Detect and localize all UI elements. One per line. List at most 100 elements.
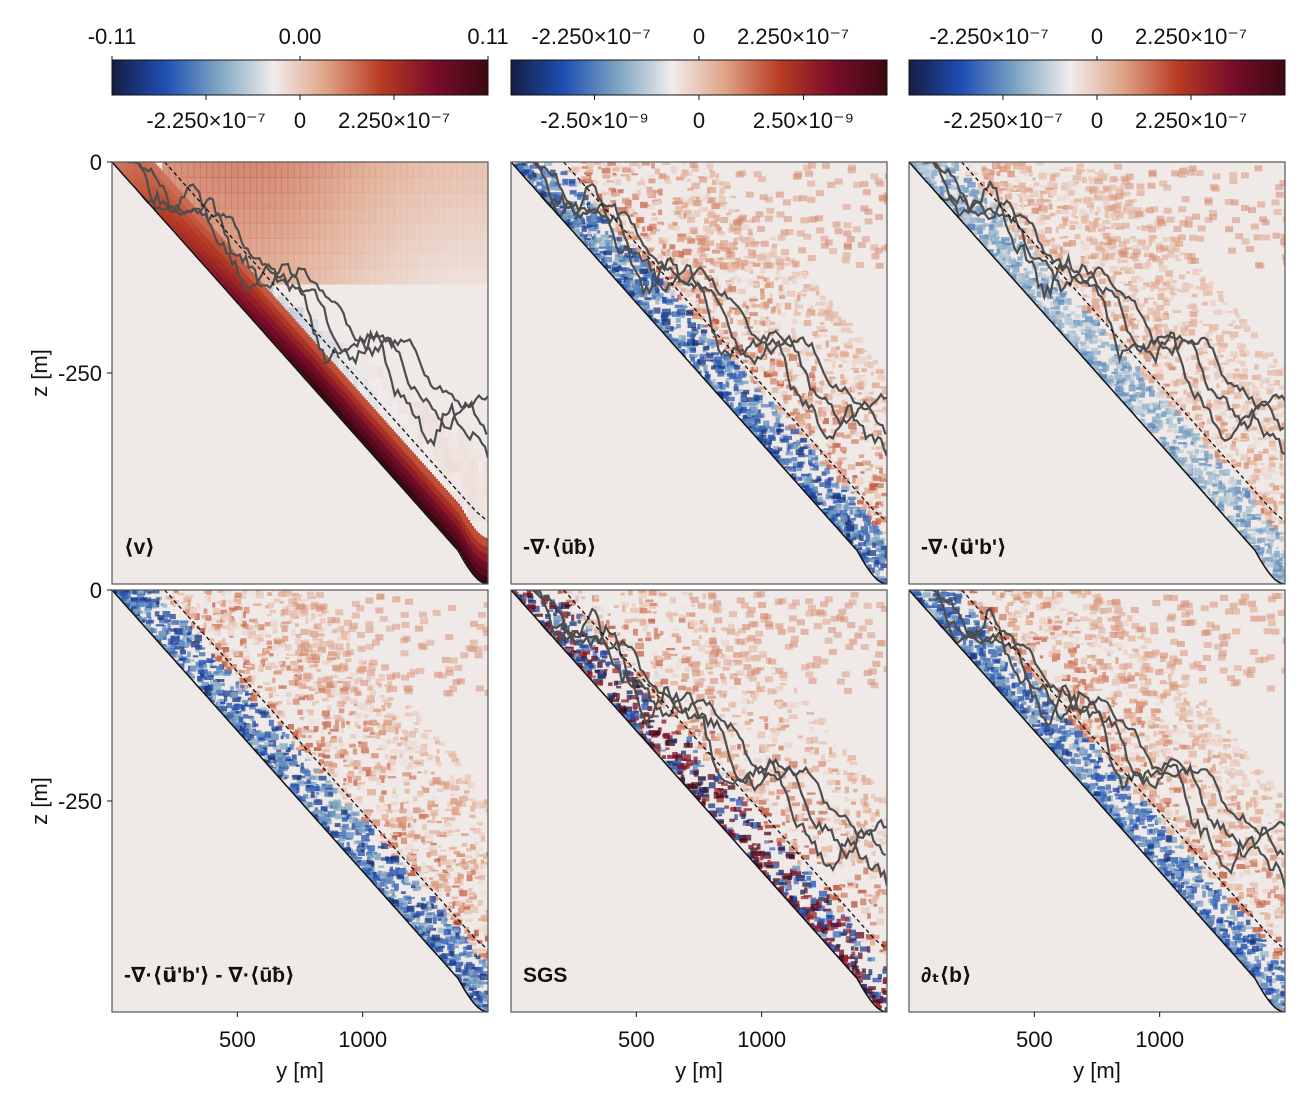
field-cell xyxy=(281,162,289,179)
field-cell xyxy=(1217,350,1221,354)
field-cell xyxy=(759,194,768,201)
field-cell xyxy=(769,394,779,399)
field-cell xyxy=(334,396,338,406)
field-cell xyxy=(617,241,622,246)
field-cell xyxy=(865,534,871,541)
field-cell xyxy=(212,259,216,268)
field-cell xyxy=(162,210,166,220)
field-cell xyxy=(306,357,310,367)
field-cell xyxy=(780,461,784,467)
field-cell xyxy=(692,191,701,196)
field-cell xyxy=(262,222,270,239)
field-cell xyxy=(757,176,766,183)
field-cell xyxy=(304,362,308,372)
field-cell xyxy=(578,179,587,184)
field-cell xyxy=(800,371,805,377)
field-cell xyxy=(871,446,875,450)
field-cell xyxy=(1129,385,1136,392)
field-cell xyxy=(833,322,843,327)
field-cell xyxy=(287,177,295,194)
field-cell xyxy=(338,378,342,387)
field-cell xyxy=(392,413,399,427)
field-cell xyxy=(425,177,433,194)
field-cell xyxy=(188,209,192,219)
field-cell xyxy=(476,555,481,565)
field-cell xyxy=(450,534,454,544)
field-cell xyxy=(264,295,268,304)
field-cell xyxy=(324,377,328,387)
field-cell xyxy=(352,416,356,426)
field-cell xyxy=(729,195,737,199)
field-cell xyxy=(775,191,784,198)
field-cell xyxy=(402,450,406,460)
field-cell xyxy=(176,211,180,220)
field-cell xyxy=(456,534,461,543)
field-cell xyxy=(672,284,677,288)
field-cell xyxy=(1229,522,1239,528)
field-cell xyxy=(792,195,801,202)
field-cell xyxy=(1203,443,1209,449)
field-cell xyxy=(356,222,364,239)
field-cell xyxy=(402,480,406,490)
field-cell xyxy=(356,413,360,423)
field-cell xyxy=(287,192,295,209)
field-cell xyxy=(1135,407,1143,410)
field-cell xyxy=(555,185,562,191)
field-cell xyxy=(824,467,830,475)
field-cell xyxy=(824,479,832,486)
field-cell xyxy=(242,300,246,310)
field-cell xyxy=(228,277,232,286)
field-cell xyxy=(170,189,174,198)
field-cell xyxy=(1057,253,1063,260)
field-cell xyxy=(128,162,132,166)
field-cell xyxy=(1005,248,1011,255)
field-cell xyxy=(804,484,809,489)
field-cell xyxy=(392,469,396,479)
field-cell xyxy=(240,268,244,277)
field-cell xyxy=(863,558,872,562)
field-cell xyxy=(392,431,396,441)
field-cell xyxy=(581,162,587,164)
field-cell xyxy=(797,461,804,468)
field-cell xyxy=(249,237,258,255)
field-cell xyxy=(1088,197,1095,202)
field-cell xyxy=(620,267,628,272)
field-cell xyxy=(569,190,577,195)
field-cell xyxy=(220,237,224,247)
field-cell xyxy=(1005,183,1012,191)
field-cell xyxy=(382,420,386,429)
field-cell xyxy=(855,261,864,268)
field-cell xyxy=(1124,203,1131,210)
field-cell xyxy=(756,436,764,442)
field-cell xyxy=(450,527,454,536)
field-cell xyxy=(696,359,706,365)
field-cell xyxy=(858,375,863,378)
field-cell xyxy=(682,269,691,277)
field-cell xyxy=(672,221,678,226)
field-cell xyxy=(154,163,158,173)
field-cell xyxy=(815,290,820,296)
field-cell xyxy=(603,256,613,263)
field-cell xyxy=(823,450,827,457)
field-cell xyxy=(879,516,887,523)
field-cell xyxy=(795,449,804,456)
field-cell xyxy=(136,166,140,175)
field-cell xyxy=(986,173,994,181)
field-cell xyxy=(334,373,338,383)
field-cell xyxy=(472,460,479,474)
field-cell xyxy=(152,191,156,201)
field-cell xyxy=(266,289,270,299)
field-cell xyxy=(378,453,382,463)
field-cell xyxy=(741,237,750,244)
field-cell xyxy=(627,293,636,296)
field-cell xyxy=(460,517,465,527)
field-cell xyxy=(375,192,383,209)
field-cell xyxy=(332,402,336,411)
field-cell xyxy=(368,177,377,194)
field-cell xyxy=(699,324,704,328)
field-cell xyxy=(477,496,484,510)
field-cell xyxy=(612,172,617,176)
field-cell xyxy=(118,162,122,163)
field-cell xyxy=(685,289,693,297)
field-cell xyxy=(523,165,531,171)
